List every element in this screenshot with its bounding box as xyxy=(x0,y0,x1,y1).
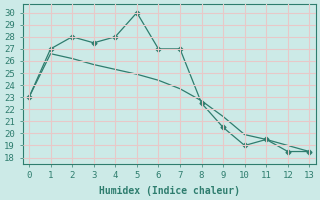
X-axis label: Humidex (Indice chaleur): Humidex (Indice chaleur) xyxy=(99,186,240,196)
